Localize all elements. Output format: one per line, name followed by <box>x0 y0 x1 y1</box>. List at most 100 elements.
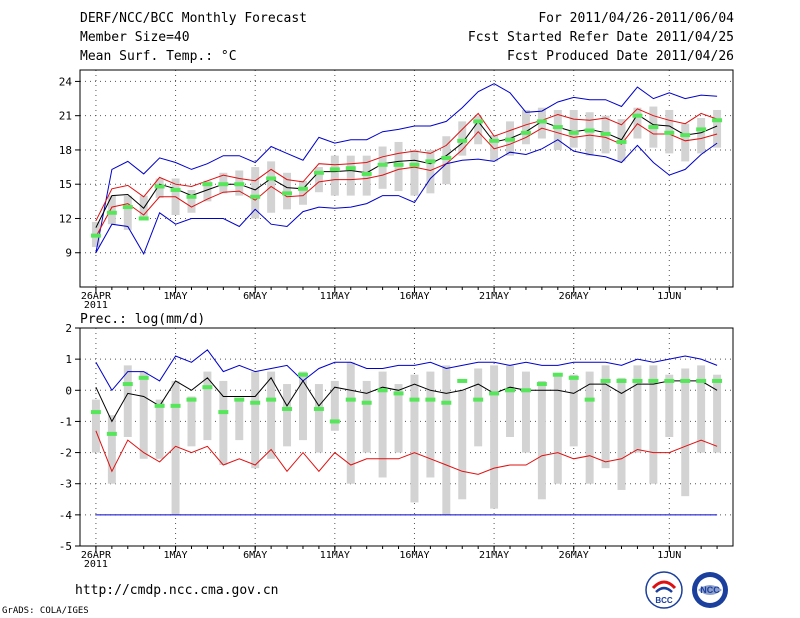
prec-median <box>186 397 197 402</box>
prec-year-label: 2011 <box>84 559 108 570</box>
prec-median <box>600 378 611 383</box>
prec-median <box>568 375 579 380</box>
prec-box <box>713 374 722 453</box>
prec-median <box>282 406 293 411</box>
temp-median <box>345 166 356 171</box>
temp-ytick-label: 9 <box>65 247 72 260</box>
temp-median <box>552 125 563 130</box>
prec-median <box>409 397 420 402</box>
bcc-logo: BCC <box>644 570 684 610</box>
temp-box <box>569 109 578 148</box>
prec-median <box>361 400 372 405</box>
temp-box <box>410 149 419 196</box>
temp-box <box>633 107 642 139</box>
temp-box <box>474 115 483 145</box>
temp-median <box>250 194 261 199</box>
temp-box <box>203 180 212 202</box>
prec-xtick-label: 1JUN <box>657 550 681 561</box>
temp-median <box>154 184 165 189</box>
temp-line-min <box>95 139 718 256</box>
temp-ytick-label: 24 <box>59 75 73 88</box>
temp-median <box>473 119 484 124</box>
prec-median <box>250 400 261 405</box>
prec-xtick-label: 26MAY <box>559 550 589 561</box>
prec-box <box>314 384 323 453</box>
prec-box <box>569 374 578 447</box>
temp-median <box>106 210 117 215</box>
prec-median <box>329 419 340 424</box>
prec-box <box>203 371 212 441</box>
prec-xtick-label: 6MAY <box>243 550 267 561</box>
prec-line-max <box>95 349 718 392</box>
temp-median <box>457 138 468 143</box>
temp-median <box>234 182 245 187</box>
prec-box <box>490 365 499 509</box>
temp-median <box>361 171 372 176</box>
temp-box <box>139 195 148 219</box>
ncc-logo: NCC <box>690 570 730 610</box>
prec-xtick-label: 21MAY <box>479 550 509 561</box>
temp-box <box>713 109 722 148</box>
prec-median <box>505 388 516 393</box>
temp-median <box>680 133 691 138</box>
temp-median <box>441 155 452 160</box>
temp-median <box>600 131 611 136</box>
prec-median <box>489 391 500 396</box>
prec-median <box>552 372 563 377</box>
source-url[interactable]: http://cmdp.ncc.cma.gov.cn <box>75 583 279 598</box>
temp-median <box>218 182 229 187</box>
prec-median <box>154 403 165 408</box>
prec-box <box>107 415 116 484</box>
prec-median <box>680 378 691 383</box>
prec-box <box>553 374 562 484</box>
ncc-logo-text: NCC <box>700 585 720 595</box>
prec-median <box>218 410 229 415</box>
prec-median <box>664 378 675 383</box>
prec-box <box>394 384 403 453</box>
prec-box <box>283 384 292 447</box>
temp-box <box>378 146 387 189</box>
prec-ytick-label: 2 <box>65 322 72 335</box>
temp-xtick-label: 26MAY <box>559 291 589 302</box>
prec-median <box>393 391 404 396</box>
temp-median <box>425 159 436 164</box>
temp-median <box>329 167 340 172</box>
temp-median <box>712 118 723 123</box>
temp-box <box>298 180 307 205</box>
forecast-period: For 2011/04/26-2011/06/04 <box>538 11 734 26</box>
prec-box <box>378 371 387 478</box>
temp-xtick-label: 6MAY <box>243 291 267 302</box>
prec-xtick-label: 26APR <box>81 550 112 561</box>
temp-median <box>696 127 707 132</box>
chart-title: DERF/NCC/BCC Monthly Forecast <box>80 11 307 26</box>
temp-box <box>187 189 196 213</box>
temp-median <box>568 130 579 135</box>
prec-median <box>696 378 707 383</box>
prec-box <box>665 374 674 437</box>
prec-box <box>633 365 642 453</box>
temp-box <box>585 112 594 156</box>
temp-box <box>697 117 706 154</box>
prec-median <box>648 378 659 383</box>
temp-box <box>283 172 292 210</box>
forecast-started: Fcst Started Refer Date 2011/04/25 <box>467 30 734 45</box>
prec-box <box>537 380 546 500</box>
prec-box <box>219 380 228 466</box>
prec-box <box>330 380 339 431</box>
prec-line-inner <box>95 430 718 475</box>
prec-ytick-label: -2 <box>59 447 72 460</box>
temp-box <box>314 167 323 193</box>
temp-median <box>186 194 197 199</box>
prec-box <box>139 371 148 459</box>
prec-box <box>585 371 594 484</box>
prec-box <box>91 399 100 453</box>
temp-box <box>346 155 355 196</box>
prec-median <box>313 406 324 411</box>
prec-box <box>458 390 467 500</box>
temp-xtick-label: 16MAY <box>399 291 429 302</box>
prec-box <box>442 365 451 515</box>
prec-title: Prec.: log(mm/d) <box>80 312 205 327</box>
temp-line-upper <box>95 108 718 222</box>
temp-ytick-label: 12 <box>59 212 72 225</box>
